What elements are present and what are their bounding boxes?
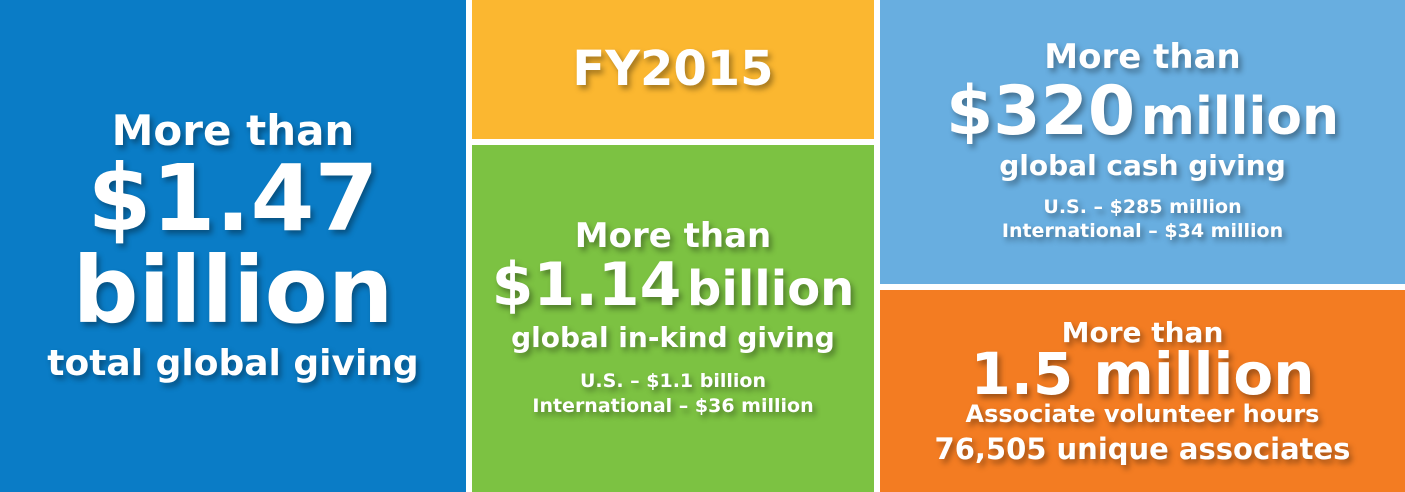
lead: More than [1061,315,1224,349]
unit: million [1140,86,1340,147]
volunteer-panel: More than 1.5 million Associate voluntee… [880,290,1405,492]
amount-line: $320 million [946,76,1339,147]
lead: More than [111,106,355,156]
lead: More than [574,215,772,256]
detail: U.S. – $1.1 billion [579,369,766,392]
in-kind-panel: More than $1.14 billion global in-kind g… [472,145,874,492]
detail: International – $36 million [532,394,814,417]
amount-line: $1.14 billion [492,254,855,317]
detail: U.S. – $285 million [1043,195,1242,218]
amount: $320 [945,71,1136,151]
year-panel: FY2015 [472,0,874,139]
unit: billion [72,237,394,345]
amount: $1.47 [87,145,379,253]
amount: $1.14 [491,250,682,321]
lead: More than [1044,37,1241,78]
label: total global giving [47,343,419,385]
label: global in-kind giving [511,321,835,355]
unit: billion [687,261,855,318]
label: Associate volunteer hours [965,400,1320,429]
detail: International – $34 million [1001,220,1284,243]
label: global cash giving [999,149,1286,183]
cash-panel: More than $320 million global cash givin… [880,0,1405,284]
total-panel: More than $1.47 billion total global giv… [0,0,466,492]
footer: 76,505 unique associates [934,431,1351,466]
amount: 1.5 million [970,340,1315,409]
year: FY2015 [572,41,774,98]
